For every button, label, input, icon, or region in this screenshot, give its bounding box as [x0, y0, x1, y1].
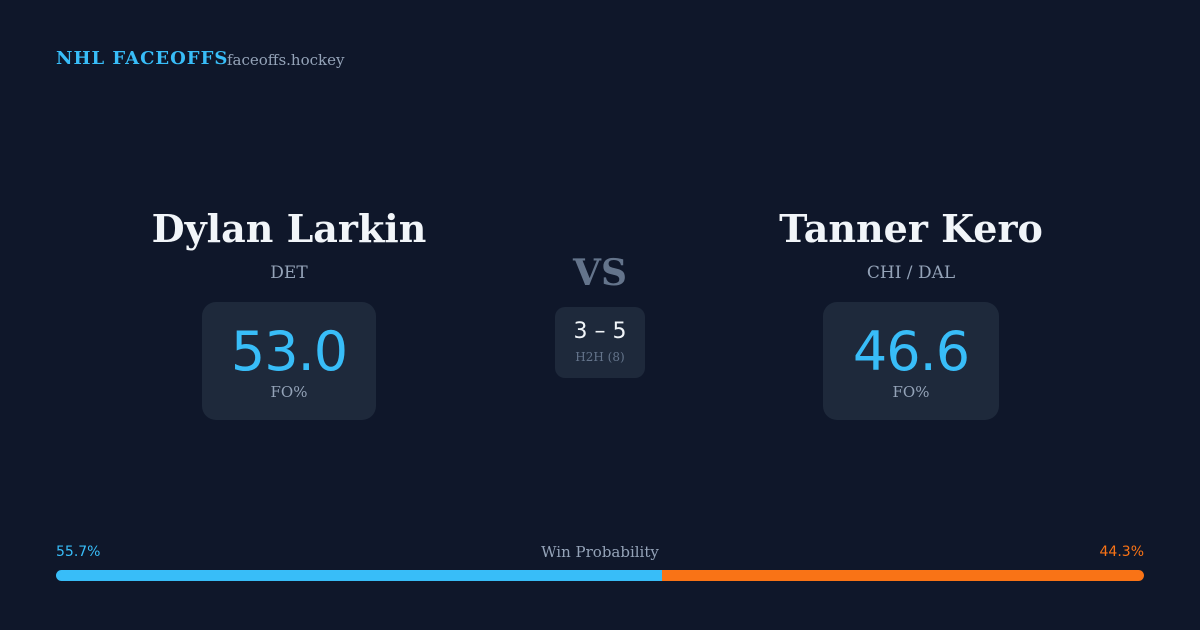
fo-label: FO%	[270, 383, 308, 401]
stat-box: 53.0 FO%	[202, 302, 376, 420]
stat-box: 46.6 FO%	[823, 302, 999, 420]
fo-pct: 46.6	[852, 320, 970, 383]
bar-segment	[56, 570, 663, 581]
fo-label: FO%	[892, 383, 930, 401]
player-team: DET	[270, 263, 308, 283]
h2h-label: H2H (8)	[575, 350, 625, 364]
probability-bar	[56, 570, 1144, 581]
player-team: CHI / DAL	[866, 263, 956, 283]
right-probability: 44.3%	[1099, 544, 1144, 560]
bar-segment	[662, 570, 1144, 581]
site-name: faceoffs.hockey	[227, 51, 345, 69]
fo-pct: 53.0	[230, 320, 348, 383]
probability-title: Win Probability	[541, 543, 659, 561]
h2h-score: 3 – 5	[573, 319, 627, 344]
player-name: Tanner Kero	[779, 206, 1043, 251]
brand-title: NHL FACEOFFS	[56, 48, 229, 69]
player-name: Dylan Larkin	[151, 206, 427, 251]
left-probability: 55.7%	[56, 544, 101, 560]
versus: VS	[573, 252, 627, 294]
h2h-box: 3 – 5 H2H (8)	[555, 307, 645, 378]
